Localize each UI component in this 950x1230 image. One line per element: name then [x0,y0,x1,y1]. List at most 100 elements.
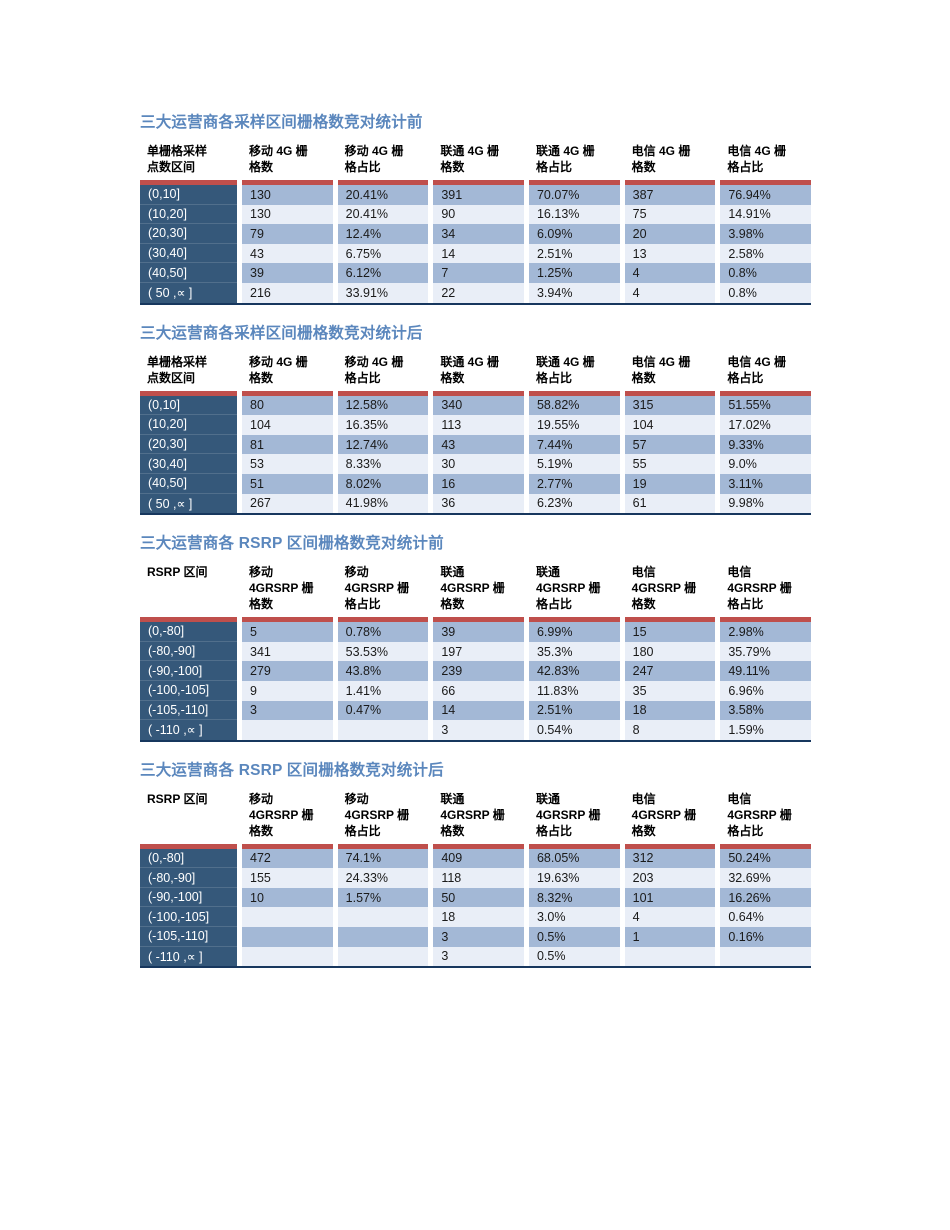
row-label-cell: (-80,-90] [140,641,237,662]
red-divider [242,390,333,396]
data-cell: 118 [433,868,524,888]
data-cell [242,720,333,740]
row-header-label: 单栅格采样 点数区间 [140,140,237,180]
red-divider [720,180,811,185]
row-label-cell: (20,30] [140,434,237,455]
data-cell: 55 [624,454,716,474]
data-cell [337,927,429,947]
row-label-cell: (30,40] [140,454,237,474]
row-header-label: RSRP 区间 [140,561,237,618]
column-header: 电信 4GRSRP 栅 格数 [624,561,716,618]
column-header: 联通 4G 栅 格数 [433,350,524,391]
row-header-label: RSRP 区间 [140,787,237,844]
data-cell: 20.41% [337,204,429,225]
data-cell: 32.69% [720,868,811,888]
data-cell: 20.41% [337,185,429,205]
row-label-cell: ( 50 ,∝ ] [140,493,237,514]
data-cell: 3 [433,927,524,947]
data-cell: 3 [433,946,524,967]
red-divider [140,390,237,396]
data-cell: 197 [433,641,524,662]
data-cell: 0.16% [720,927,811,947]
data-cell: 30 [433,454,524,474]
column-header: 移动 4GRSRP 栅 格数 [242,787,333,844]
data-cell: 4 [624,282,716,303]
data-cell: 19 [624,473,716,494]
data-cell: 39 [242,263,333,283]
red-divider [720,843,811,849]
data-cell: 81 [242,434,333,455]
data-cell [337,907,429,928]
row-label-cell: ( -110 ,∝ ] [140,720,237,740]
red-divider [433,390,524,396]
data-cell: 49.11% [720,661,811,681]
row-label-cell: (-90,-100] [140,661,237,681]
data-cell: 8.33% [337,454,429,474]
section-title-sampling-after: 三大运营商各采样区间栅格数竞对统计后 [140,324,423,342]
red-divider [433,843,524,849]
table-rsrp-after: RSRP 区间 移动 4GRSRP 栅 格数 移动 4GRSRP 栅 格占比 联通 4… [140,787,811,969]
data-cell: 43 [433,434,524,455]
data-cell: 9.0% [720,454,811,474]
data-cell: 17.02% [720,415,811,435]
data-cell: 8 [624,720,716,740]
data-cell: 216 [242,282,333,303]
column-header: 电信 4G 栅 格数 [624,140,716,180]
row-label-cell: (0,-80] [140,848,237,869]
column-header: 移动 4GRSRP 栅 格数 [242,561,333,618]
data-cell: 12.58% [337,395,429,416]
section-sampling-before: 三大运营商各采样区间栅格数竞对统计前 单栅格采样 点数区间 移动 4G 栅 格数移… [140,113,811,305]
data-cell: 2.77% [528,473,620,494]
column-header: 联通 4GRSRP 栅 格占比 [528,561,620,618]
row-label-cell: (-90,-100] [140,887,237,908]
column-header: 移动 4G 栅 格数 [242,350,333,391]
data-cell: 35.79% [720,641,811,662]
data-cell: 3.0% [528,907,620,928]
data-cell: 104 [242,415,333,435]
data-cell: 6.99% [528,622,620,642]
data-cell [242,907,333,928]
data-cell: 68.05% [528,848,620,869]
red-divider [242,843,333,849]
data-cell: 0.8% [720,282,811,303]
column-header: 电信 4G 栅 格占比 [720,350,811,391]
data-cell: 5.19% [528,454,620,474]
section-sampling-after: 三大运营商各采样区间栅格数竞对统计后 单栅格采样 点数区间 移动 4G 栅 格数移… [140,324,811,516]
red-divider [140,617,237,623]
row-label-cell: (10,20] [140,415,237,435]
data-cell: 6.12% [337,263,429,283]
data-cell: 19.55% [528,415,620,435]
data-cell: 1 [624,927,716,947]
data-cell: 4 [624,263,716,283]
data-cell: 267 [242,493,333,514]
data-cell: 16.35% [337,415,429,435]
data-cell: 34 [433,224,524,244]
data-cell: 6.75% [337,243,429,264]
table-sampling-before: 单栅格采样 点数区间 移动 4G 栅 格数 移动 4G 栅 格占比 联通 4G 栅 格… [140,140,811,305]
row-label-cell: (-105,-110] [140,700,237,721]
table-rsrp-before: RSRP 区间 移动 4GRSRP 栅 格数 移动 4GRSRP 栅 格占比 联通 4… [140,561,811,742]
data-cell: 57 [624,434,716,455]
data-cell: 0.8% [720,263,811,283]
data-cell: 14 [433,700,524,721]
column-header: 联通 4GRSRP 栅 格数 [433,561,524,618]
red-divider [624,390,716,396]
data-cell: 3 [433,720,524,740]
data-cell: 11.83% [528,680,620,701]
column-header: 移动 4GRSRP 栅 格占比 [337,561,429,618]
red-divider [720,390,811,396]
red-divider [528,843,620,849]
data-cell: 130 [242,185,333,205]
red-divider [337,617,429,623]
data-cell [720,946,811,967]
red-divider [337,843,429,849]
column-header: 联通 4G 栅 格占比 [528,140,620,180]
data-cell: 15 [624,622,716,642]
data-cell: 409 [433,848,524,869]
data-cell: 341 [242,641,333,662]
column-header: 电信 4G 栅 格占比 [720,140,811,180]
data-cell: 387 [624,185,716,205]
data-cell: 315 [624,395,716,416]
row-label-cell: (-100,-105] [140,907,237,928]
data-cell: 42.83% [528,661,620,681]
